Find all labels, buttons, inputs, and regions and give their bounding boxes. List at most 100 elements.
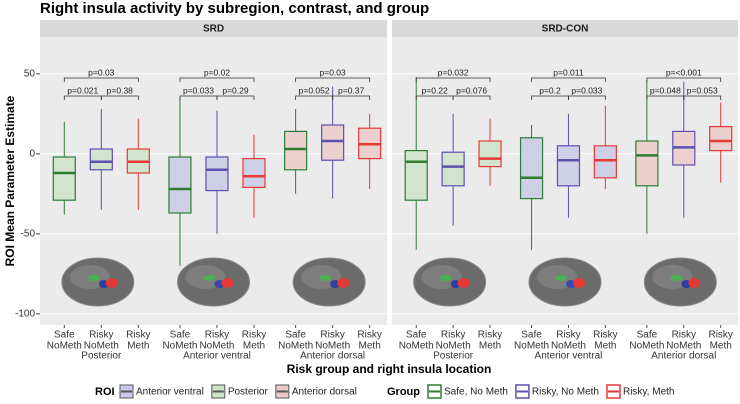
brain-region	[457, 278, 470, 288]
box	[556, 145, 581, 187]
x-tick-label: Risky	[89, 330, 113, 341]
x-tick-label: Safe	[54, 330, 75, 341]
brain-region	[670, 275, 683, 281]
x-tick-label: Risky	[672, 330, 696, 341]
legend-label: Anterior ventral	[136, 387, 204, 398]
p-value: p=0.033	[183, 85, 214, 95]
p-value: p=0.2	[539, 85, 561, 95]
x-tick-label: Safe	[170, 330, 191, 341]
strip-label: SRD-CON	[542, 24, 589, 35]
strip	[392, 20, 738, 37]
brain-region	[105, 278, 118, 288]
region-label: Anterior dorsal	[651, 351, 716, 362]
brain-region	[319, 275, 332, 281]
significance-bracket	[179, 77, 255, 82]
significance-bracket	[216, 95, 255, 100]
significance-bracket	[100, 95, 139, 100]
p-value: p=0.048	[650, 85, 681, 95]
strip-label: SRD	[203, 24, 224, 35]
x-tick-label: Safe	[406, 330, 427, 341]
x-tick-label: NoMeth	[399, 341, 434, 352]
x-tick-label: Risky	[205, 330, 229, 341]
box	[709, 125, 733, 152]
significance-bracket	[63, 77, 139, 82]
x-tick-label: Risky	[478, 330, 502, 341]
x-tick-label: Risky	[320, 330, 344, 341]
x-tick-label: NoMeth	[162, 341, 197, 352]
legend-label: Anterior dorsal	[292, 387, 357, 398]
legend-label: Risky, No Meth	[532, 387, 599, 398]
x-tick-label: Safe	[285, 330, 306, 341]
p-value: p=0.38	[107, 85, 134, 95]
legend-label: Safe, No Meth	[444, 387, 508, 398]
box	[89, 148, 113, 171]
brain-region	[555, 275, 567, 281]
x-tick-label: Safe	[637, 330, 658, 341]
brain-region	[221, 278, 234, 288]
y-tick-label: -100	[15, 308, 35, 319]
brain-region	[203, 275, 216, 281]
x-tick-label: Risky	[357, 330, 381, 341]
region-label: Anterior ventral	[535, 351, 603, 362]
box	[404, 150, 428, 201]
brain-region	[439, 275, 452, 281]
x-tick-label: Meth	[479, 341, 501, 352]
box	[284, 130, 308, 171]
box	[478, 140, 502, 168]
legend-label: Posterior	[228, 387, 269, 398]
x-tick-label: NoMeth	[278, 341, 313, 352]
x-tick-label: NoMeth	[199, 341, 234, 352]
x-tick-label: NoMeth	[514, 341, 549, 352]
x-tick-label: NoMeth	[84, 341, 119, 352]
x-tick-label: NoMeth	[47, 341, 82, 352]
box	[168, 156, 192, 214]
significance-bracket	[531, 77, 606, 82]
box	[205, 156, 229, 192]
x-tick-label: Risky	[556, 330, 580, 341]
x-tick-label: NoMeth	[436, 341, 471, 352]
strip	[40, 20, 387, 37]
chart-title: Right insula activity by subregion, cont…	[40, 0, 429, 17]
brain-region	[87, 275, 100, 281]
significance-bracket	[683, 95, 722, 100]
box	[242, 158, 266, 189]
p-value: p=0.052	[299, 85, 330, 95]
x-tick-label: Risky	[242, 330, 266, 341]
legend-label: Risky, Meth	[623, 387, 675, 398]
brain-region	[337, 278, 350, 288]
box	[441, 151, 465, 187]
p-value: p=0.033	[571, 85, 602, 95]
p-value: p=0.37	[338, 85, 365, 95]
y-tick-label: 50	[24, 68, 36, 79]
significance-bracket	[568, 95, 606, 100]
x-tick-label: NoMeth	[551, 341, 586, 352]
x-tick-label: Meth	[127, 341, 149, 352]
y-axis-title: ROI Mean Parameter Estimate	[3, 95, 17, 266]
region-label: Anterior dorsal	[300, 351, 365, 362]
brain-region	[573, 278, 585, 288]
x-tick-label: Risky	[708, 330, 732, 341]
region-label: Anterior ventral	[183, 351, 251, 362]
p-value: p=0.02	[204, 67, 231, 77]
significance-bracket	[295, 77, 371, 82]
p-value: p=<0.001	[666, 67, 702, 77]
p-value: p=0.22	[422, 85, 449, 95]
x-tick-label: Meth	[243, 341, 265, 352]
legend-title: Group	[387, 386, 420, 398]
box	[635, 140, 659, 187]
brain-region	[688, 278, 701, 288]
x-tick-label: NoMeth	[629, 341, 664, 352]
significance-bracket	[452, 95, 491, 100]
x-tick-label: Meth	[710, 341, 732, 352]
x-tick-label: Meth	[594, 341, 616, 352]
p-value: p=0.011	[553, 67, 584, 77]
box	[519, 137, 544, 200]
x-tick-label: Risky	[441, 330, 465, 341]
significance-bracket	[332, 95, 371, 100]
x-tick-label: Risky	[593, 330, 617, 341]
region-label: Posterior	[433, 351, 474, 362]
p-value: p=0.053	[687, 85, 718, 95]
box	[321, 124, 345, 161]
p-value: p=0.03	[88, 67, 115, 77]
